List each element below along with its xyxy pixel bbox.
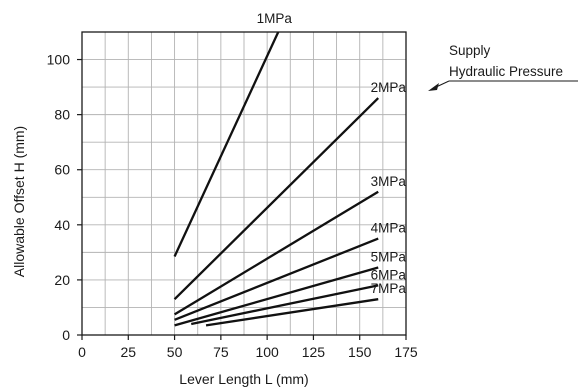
x-axis-label: Lever Length L (mm) [179, 371, 308, 387]
x-tick-label: 150 [348, 344, 372, 360]
plot-frame [81, 31, 407, 336]
y-tick-label: 100 [47, 52, 71, 68]
series-label-5mpa: 5MPa [371, 250, 407, 265]
x-tick-label: 175 [394, 344, 418, 360]
series-line-1mpa [173, 31, 280, 257]
series-line-6mpa [191, 284, 379, 326]
series-line-7mpa [205, 298, 379, 327]
series-label-7mpa: 7MPa [371, 281, 407, 296]
x-tick-label: 0 [78, 344, 86, 360]
series-lines [173, 31, 380, 327]
x-tick-label: 50 [167, 344, 183, 360]
annotation-arrowhead [428, 83, 439, 91]
y-tick-label: 0 [62, 327, 70, 343]
series-line-2mpa [173, 97, 380, 301]
x-tick-label: 75 [213, 344, 229, 360]
series-label-2mpa: 2MPa [371, 80, 407, 95]
grid [82, 32, 406, 335]
series-label-3mpa: 3MPa [371, 174, 407, 189]
series-label-6mpa: 6MPa [371, 267, 407, 282]
series-line-3mpa [173, 190, 379, 316]
y-tick-label: 40 [54, 217, 70, 233]
series-line-4mpa [174, 237, 379, 321]
series-label-4mpa: 4MPa [371, 221, 407, 236]
annotation-line-hydraulic-pressure: Hydraulic Pressure [449, 64, 563, 79]
series-label-1mpa: 1MPa [257, 11, 293, 26]
annotation-line-supply: Supply [449, 43, 491, 58]
x-tick-labels: 0 25 50 75 100 125 150 175 [78, 344, 418, 360]
y-axis-label: Allowable Offset H (mm) [11, 126, 27, 277]
series-line-5mpa [174, 266, 379, 327]
axis-ticks [77, 58, 407, 340]
x-tick-label: 25 [120, 344, 136, 360]
y-tick-label: 20 [54, 272, 70, 288]
y-tick-labels: 0 20 40 60 80 100 [47, 52, 71, 343]
x-tick-label: 125 [302, 344, 326, 360]
supply-pressure-annotation: Supply Hydraulic Pressure [428, 43, 578, 91]
x-tick-label: 100 [255, 344, 279, 360]
y-tick-label: 80 [54, 107, 70, 123]
y-tick-label: 60 [54, 162, 70, 178]
